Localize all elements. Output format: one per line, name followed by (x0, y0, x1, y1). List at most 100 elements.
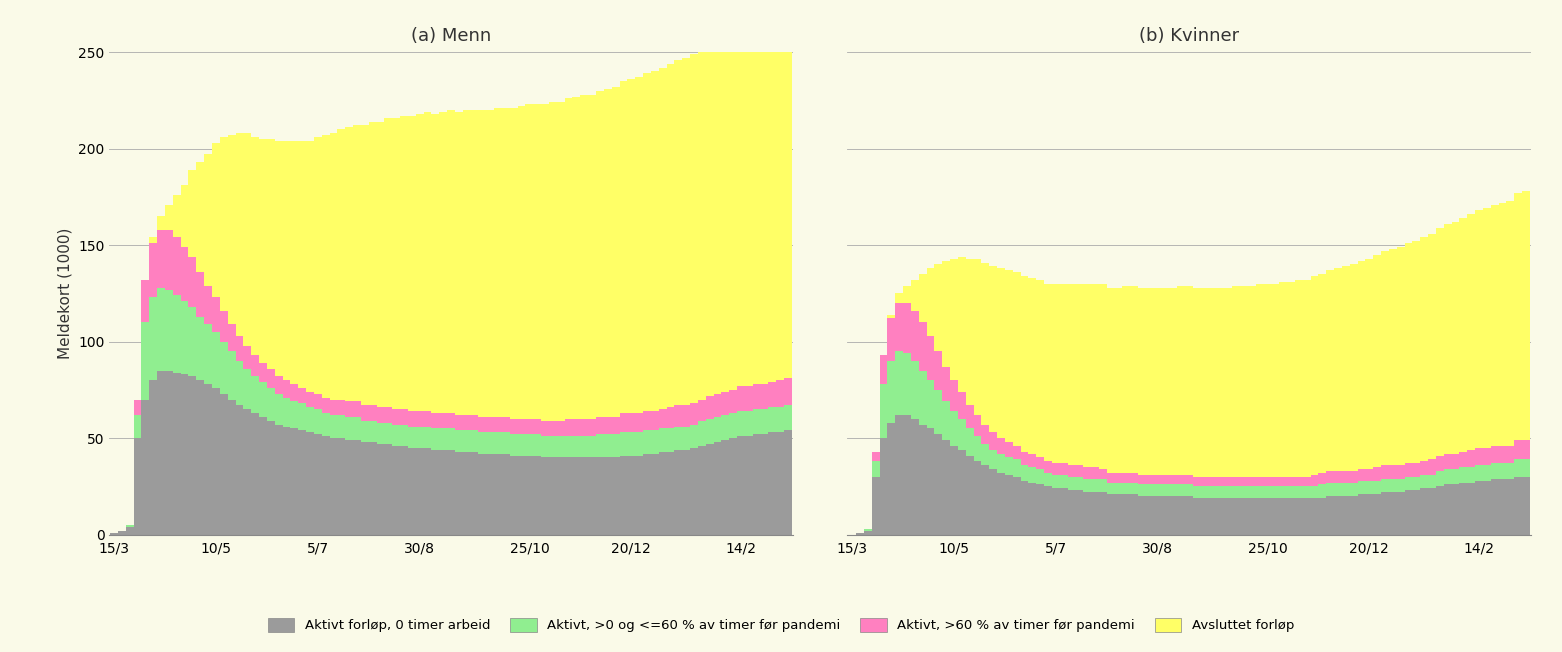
Bar (1342, 267, 1350, 471)
Bar (517, 456, 525, 535)
Bar (1020, 481, 1028, 535)
Bar (745, 23, 753, 386)
Bar (244, 346, 251, 368)
Bar (776, 408, 784, 432)
Bar (1012, 477, 1020, 535)
Bar (1475, 448, 1482, 465)
Bar (173, 372, 181, 535)
Bar (776, 432, 784, 535)
Bar (1209, 498, 1217, 535)
Bar (1467, 215, 1475, 450)
Bar (942, 261, 950, 366)
Bar (540, 458, 548, 535)
Bar (1012, 460, 1020, 477)
Bar (455, 112, 462, 415)
Bar (1139, 288, 1147, 475)
Bar (1092, 467, 1100, 479)
Bar (636, 77, 644, 413)
Bar (973, 259, 981, 415)
Bar (345, 440, 353, 535)
Bar (589, 95, 597, 419)
Bar (651, 454, 659, 535)
Bar (548, 458, 556, 535)
Bar (415, 448, 423, 535)
Bar (478, 417, 486, 432)
Bar (887, 318, 895, 361)
Bar (251, 413, 259, 535)
Bar (1514, 193, 1521, 440)
Bar (636, 456, 644, 535)
Bar (1381, 492, 1389, 535)
Bar (761, 18, 769, 384)
Bar (1209, 288, 1217, 477)
Bar (1435, 456, 1443, 471)
Bar (173, 295, 181, 372)
Bar (189, 307, 197, 376)
Legend: Aktivt forløp, 0 timer arbeid, Aktivt, >0 og <=60 % av timer før pandemi, Aktivt: Aktivt forløp, 0 timer arbeid, Aktivt, >… (261, 612, 1301, 639)
Bar (1012, 446, 1020, 460)
Bar (486, 417, 494, 432)
Bar (267, 139, 275, 368)
Bar (142, 280, 150, 322)
Bar (220, 311, 228, 342)
Bar (400, 116, 408, 409)
Bar (1490, 479, 1498, 535)
Bar (400, 424, 408, 446)
Bar (408, 116, 415, 411)
Bar (1389, 465, 1396, 479)
Bar (761, 409, 769, 434)
Bar (322, 413, 330, 436)
Bar (1514, 477, 1521, 535)
Bar (1020, 276, 1028, 452)
Bar (1084, 479, 1092, 492)
Bar (1028, 278, 1036, 454)
Bar (127, 527, 134, 535)
Bar (1051, 488, 1059, 535)
Bar (369, 122, 376, 406)
Bar (1115, 482, 1123, 494)
Bar (1467, 482, 1475, 535)
Bar (486, 110, 494, 417)
Bar (1067, 284, 1076, 465)
Bar (392, 446, 400, 535)
Bar (1357, 469, 1365, 481)
Bar (150, 297, 158, 380)
Bar (659, 452, 667, 535)
Bar (244, 368, 251, 409)
Bar (298, 430, 306, 535)
Bar (439, 112, 447, 413)
Bar (706, 42, 714, 396)
Bar (690, 448, 698, 535)
Bar (1186, 286, 1193, 475)
Bar (376, 122, 384, 408)
Bar (455, 430, 462, 452)
Bar (1043, 284, 1051, 462)
Bar (361, 442, 369, 535)
Bar (384, 422, 392, 444)
Bar (737, 386, 745, 411)
Bar (158, 370, 166, 535)
Bar (1404, 477, 1412, 490)
Bar (729, 438, 737, 535)
Bar (189, 170, 197, 257)
Bar (1350, 265, 1357, 471)
Bar (628, 432, 636, 456)
Bar (1443, 469, 1451, 484)
Bar (737, 436, 745, 535)
Bar (525, 434, 533, 456)
Bar (620, 456, 628, 535)
Bar (667, 428, 675, 452)
Bar (1123, 473, 1131, 482)
Bar (918, 370, 926, 424)
Bar (597, 91, 604, 417)
Bar (337, 415, 345, 438)
Bar (1186, 484, 1193, 496)
Bar (1412, 477, 1420, 490)
Bar (1451, 454, 1459, 469)
Bar (1482, 209, 1490, 448)
Bar (236, 406, 244, 535)
Bar (698, 400, 706, 421)
Bar (965, 406, 973, 428)
Bar (501, 454, 509, 535)
Bar (1311, 475, 1318, 486)
